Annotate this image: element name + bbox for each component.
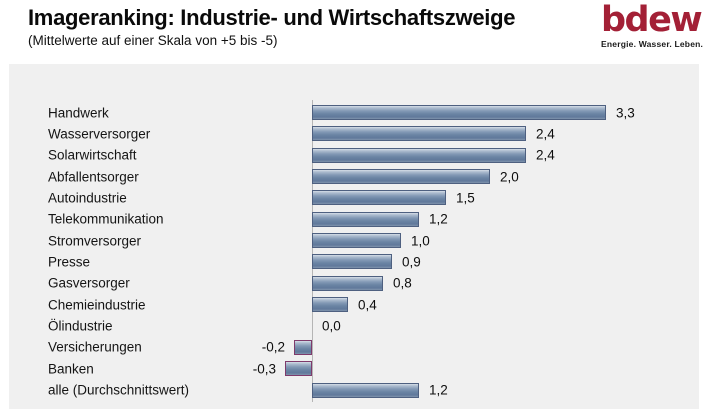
category-label: Versicherungen [48, 339, 142, 355]
chart-row: Telekommunikation 1,2 [9, 209, 699, 230]
value-label: -0,2 [261, 339, 285, 355]
value-label: 1,2 [429, 382, 448, 398]
value-label: 1,2 [429, 211, 448, 227]
value-label: -0,3 [252, 361, 276, 377]
category-label: Autoindustrie [48, 190, 127, 206]
bdew-logo: bdew Energie. Wasser. Leben. [601, 2, 719, 49]
chart-panel: Handwerk 3,3 Wasserversorger 2,4 Solarwirtsc… [9, 64, 699, 409]
category-label: Banken [48, 361, 94, 377]
category-label: Handwerk [48, 105, 109, 120]
bar-positive [312, 105, 606, 120]
chart-row: alle (Durchschnittswert) 1,2 [9, 380, 699, 401]
bdew-logo-tagline: Energie. Wasser. Leben. [601, 39, 704, 49]
category-label: Presse [48, 254, 91, 270]
category-label: Wasserversorger [48, 126, 151, 142]
category-label: Gasversorger [48, 275, 130, 291]
chart-row: Abfallentsorger 2,0 [9, 166, 699, 187]
bar-positive [312, 233, 401, 249]
category-label: Solarwirtschaft [48, 147, 137, 163]
value-label: 0,0 [322, 318, 341, 334]
bar-positive [312, 254, 392, 270]
chart-row: Chemieindustrie 0,4 [9, 294, 699, 315]
value-label: 2,0 [500, 169, 519, 185]
category-label: Chemieindustrie [48, 297, 146, 313]
chart-row: Solarwirtschaft 2,4 [9, 145, 699, 166]
value-label: 0,4 [358, 297, 377, 313]
bar-negative [294, 339, 312, 355]
bar-positive [312, 169, 490, 185]
zero-axis-line [312, 100, 313, 402]
chart-row: Gasversorger 0,8 [9, 273, 699, 294]
category-label: Telekommunikation [48, 211, 164, 227]
chart-row: Handwerk 3,3 [9, 102, 699, 123]
category-label: Abfallentsorger [48, 169, 139, 185]
value-label: 3,3 [616, 105, 635, 120]
chart-row: Stromversorger 1,0 [9, 230, 699, 251]
chart-row: Autoindustrie 1,5 [9, 187, 699, 208]
bar-positive [312, 297, 348, 313]
value-label: 2,4 [536, 147, 555, 163]
chart-row: Wasserversorger 2,4 [9, 123, 699, 144]
bar-negative [285, 361, 312, 377]
chart-row: Versicherungen -0,2 [9, 337, 699, 358]
chart-row: Ölindustrie 0,0 [9, 316, 699, 337]
chart-row: Banken -0,3 [9, 358, 699, 379]
value-label: 0,9 [402, 254, 421, 270]
bar-positive [312, 211, 419, 227]
bdew-logo-text: bdew [601, 0, 703, 40]
bar-positive [312, 275, 383, 291]
chart-subtitle: (Mittelwerte auf einer Skala von +5 bis … [28, 33, 278, 48]
bar-positive [312, 147, 526, 163]
bar-positive [312, 126, 526, 142]
bar-positive [312, 382, 419, 398]
value-label: 2,4 [536, 126, 555, 142]
chart-title: Imageranking: Industrie- und Wirtschafts… [28, 5, 516, 30]
chart-row: Presse 0,9 [9, 251, 699, 272]
category-label: Ölindustrie [48, 318, 113, 334]
value-label: 1,0 [411, 233, 430, 249]
category-label: alle (Durchschnittswert) [48, 382, 190, 398]
value-label: 1,5 [456, 190, 475, 206]
bar-positive [312, 190, 446, 206]
value-label: 0,8 [393, 275, 412, 291]
category-label: Stromversorger [48, 233, 142, 249]
